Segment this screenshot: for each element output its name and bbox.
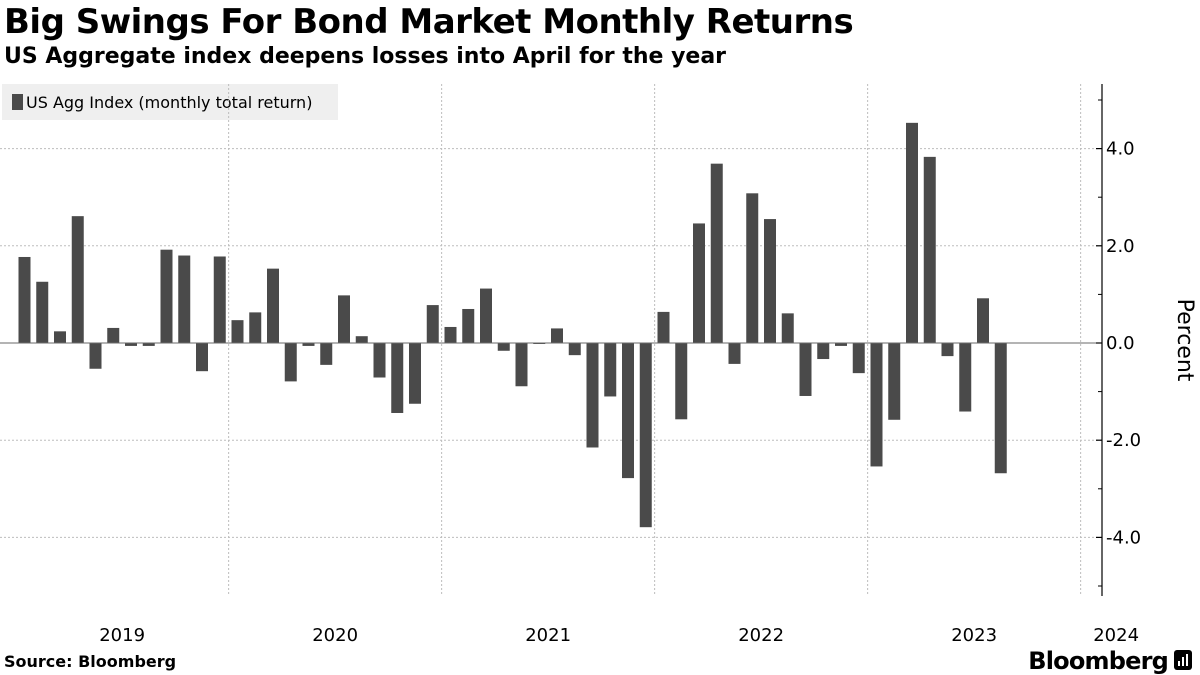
bar bbox=[89, 343, 102, 369]
x-year-label: 2024 bbox=[1093, 625, 1139, 646]
bar bbox=[444, 326, 457, 343]
bar bbox=[604, 343, 617, 397]
bar bbox=[54, 331, 66, 343]
bar bbox=[462, 308, 475, 343]
chart-subtitle: US Aggregate index deepens losses into A… bbox=[4, 44, 727, 69]
bar bbox=[870, 343, 883, 467]
bloomberg-terminal-icon bbox=[1174, 650, 1192, 670]
bar bbox=[906, 122, 918, 343]
y-axis-title: Percent bbox=[1172, 299, 1197, 382]
y-tick-label: -4.0 bbox=[1106, 527, 1141, 548]
bar bbox=[746, 193, 759, 343]
brand-logo: Bloomberg bbox=[1028, 647, 1169, 675]
bar bbox=[622, 343, 634, 479]
y-tick-label: 0.0 bbox=[1106, 333, 1135, 354]
bar bbox=[196, 343, 208, 372]
source-note: Source: Bloomberg bbox=[4, 652, 177, 671]
bar bbox=[409, 343, 421, 404]
bar bbox=[817, 343, 830, 360]
bar bbox=[142, 343, 155, 346]
bar bbox=[231, 320, 244, 343]
bar bbox=[657, 311, 670, 343]
bar bbox=[941, 343, 954, 357]
x-year-label: 2019 bbox=[99, 625, 145, 646]
y-tick-label: 4.0 bbox=[1106, 139, 1135, 160]
y-tick-label: -2.0 bbox=[1106, 430, 1141, 451]
bar bbox=[497, 343, 510, 351]
bar bbox=[355, 336, 368, 343]
bar bbox=[480, 288, 492, 343]
y-tick-label: 2.0 bbox=[1106, 236, 1135, 257]
bar bbox=[302, 343, 315, 346]
bar bbox=[764, 219, 776, 343]
bar bbox=[586, 343, 599, 448]
bar bbox=[728, 343, 741, 364]
bar bbox=[267, 268, 279, 343]
bar bbox=[107, 327, 120, 343]
bar bbox=[18, 256, 31, 343]
bar bbox=[338, 295, 350, 343]
bar bbox=[994, 343, 1007, 474]
bar bbox=[977, 298, 989, 343]
bar bbox=[426, 305, 439, 343]
bar bbox=[568, 343, 581, 356]
bar bbox=[799, 343, 812, 396]
chart-title: Big Swings For Bond Market Monthly Retur… bbox=[4, 2, 854, 42]
bar bbox=[249, 312, 262, 343]
bar bbox=[373, 343, 386, 378]
legend-label: US Agg Index (monthly total return) bbox=[26, 92, 313, 112]
x-year-label: 2023 bbox=[951, 625, 997, 646]
bar bbox=[36, 281, 49, 343]
bar bbox=[391, 343, 404, 413]
bar bbox=[888, 343, 901, 420]
bar bbox=[213, 256, 226, 343]
bar bbox=[675, 343, 688, 420]
bar bbox=[125, 343, 137, 346]
bar bbox=[959, 343, 972, 412]
bar bbox=[320, 343, 333, 365]
bar bbox=[284, 343, 297, 382]
bar bbox=[852, 343, 865, 374]
x-year-label: 2020 bbox=[312, 625, 358, 646]
x-year-label: 2022 bbox=[738, 625, 784, 646]
bar bbox=[639, 343, 652, 528]
bar bbox=[160, 249, 173, 343]
legend: US Agg Index (monthly total return) bbox=[2, 84, 338, 120]
x-year-label: 2021 bbox=[525, 625, 571, 646]
bar bbox=[515, 343, 528, 387]
bar bbox=[835, 343, 847, 346]
bar bbox=[693, 223, 705, 343]
bar bbox=[781, 313, 794, 343]
bar bbox=[178, 255, 191, 343]
legend-swatch bbox=[12, 94, 23, 110]
bar bbox=[710, 163, 723, 343]
bar bbox=[923, 156, 936, 343]
bar bbox=[551, 328, 563, 343]
bar bbox=[71, 216, 84, 343]
